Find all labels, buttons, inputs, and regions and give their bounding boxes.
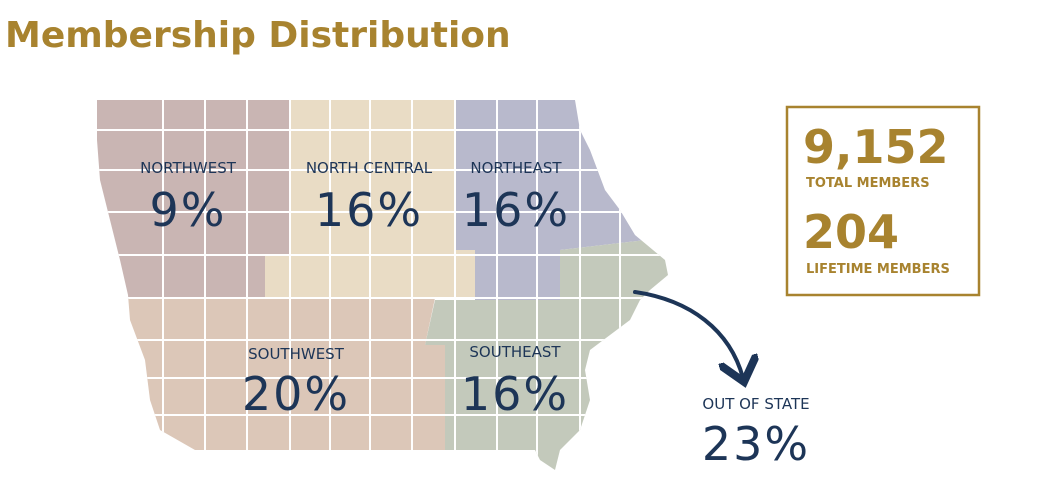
stat-value: 204 <box>803 205 899 259</box>
arrow <box>633 290 743 378</box>
region-percent: 16% <box>315 183 423 237</box>
region-name: NORTHEAST <box>470 159 562 177</box>
region-percent: 16% <box>461 367 569 421</box>
stat-label: TOTAL MEMBERS <box>806 176 930 191</box>
region-southwest <box>97 298 445 470</box>
region-northwest <box>97 100 290 297</box>
region-name: SOUTHEAST <box>469 343 561 361</box>
stat-label: LIFETIME MEMBERS <box>806 262 950 277</box>
region-name: NORTH CENTRAL <box>306 159 433 177</box>
labels: NORTHWEST 9% NORTH CENTRAL 16% NORTHEAST 16% S… <box>140 120 950 471</box>
out-of-state-percent: 23% <box>702 417 810 471</box>
map <box>97 100 668 470</box>
stat-value: 9,152 <box>803 120 949 174</box>
region-name: NORTHWEST <box>140 159 237 177</box>
out-of-state-name: OUT OF STATE <box>702 395 809 413</box>
region-percent: 16% <box>462 183 570 237</box>
region-percent: 20% <box>242 367 350 421</box>
title: Membership Distribution <box>5 15 511 56</box>
stats-box <box>785 105 981 297</box>
region-percent: 9% <box>150 183 227 237</box>
region-name: SOUTHWEST <box>248 345 345 363</box>
